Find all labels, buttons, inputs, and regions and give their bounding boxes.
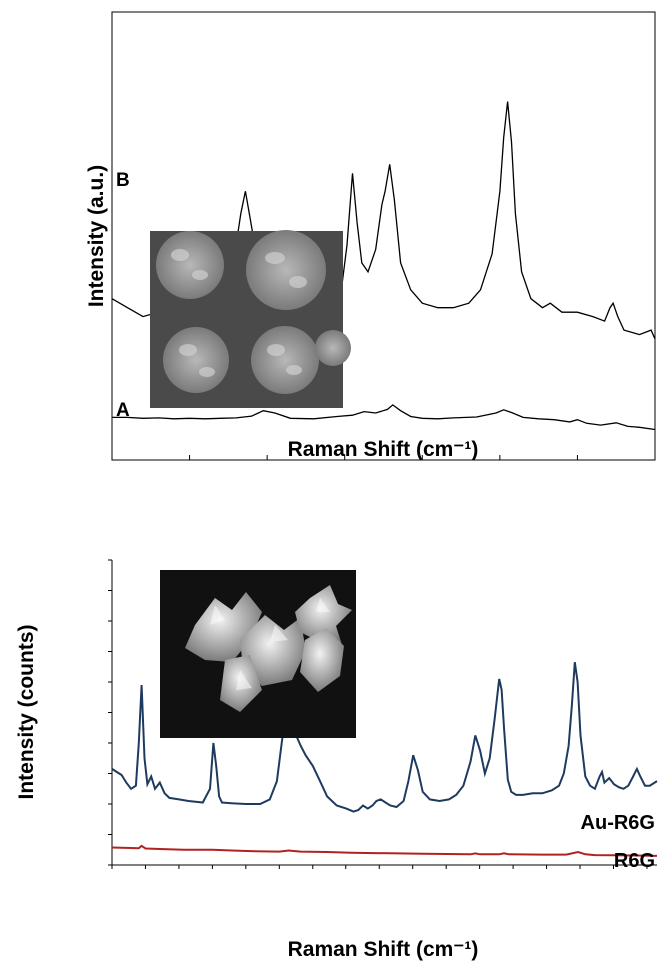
top-series-label-a: A — [116, 400, 130, 421]
panel-top: B A Intensity (a.u.) Raman Shift (cm⁻¹) — [85, 11, 656, 461]
bottom-y-axis-label: Intensity (counts) — [15, 624, 38, 799]
top-sem-inset-image — [150, 230, 351, 408]
top-y-axis-label: Intensity (a.u.) — [85, 165, 108, 307]
bottom-series-line-au-r6g — [111, 662, 658, 813]
top-series-label-b: B — [116, 170, 130, 191]
bottom-series-label-r6g: R6G — [614, 850, 655, 872]
top-plot-frame — [111, 11, 656, 461]
top-x-ticks — [111, 455, 656, 460]
bottom-y-ticks — [108, 559, 112, 866]
bottom-sem-inset-image — [160, 570, 356, 738]
top-x-axis-label: Raman Shift (cm⁻¹) — [288, 438, 479, 461]
bottom-x-ticks — [111, 865, 648, 869]
bottom-x-axis-label: Raman Shift (cm⁻¹) — [288, 938, 479, 961]
panel-bottom: Au-R6G R6G Intensity (counts) Raman Shif… — [15, 559, 658, 961]
bottom-series-label-au-r6g: Au-R6G — [581, 812, 655, 834]
bottom-series — [111, 662, 658, 857]
top-series-line-a — [112, 404, 656, 431]
bottom-series-line-r6g — [111, 844, 658, 857]
